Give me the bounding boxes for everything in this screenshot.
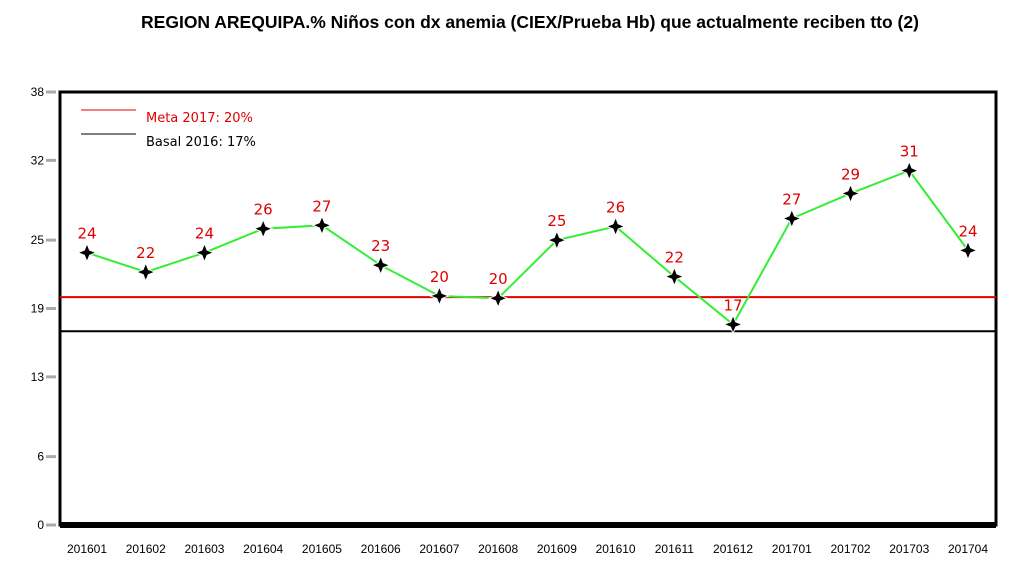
y-tick-label: 19 <box>31 302 45 316</box>
data-label: 24 <box>958 222 977 240</box>
x-tick-label: 201612 <box>713 542 753 556</box>
data-label: 26 <box>254 201 273 219</box>
x-tick-label: 201608 <box>478 542 518 556</box>
x-tick-label: 201701 <box>772 542 812 556</box>
data-point-marker <box>546 229 568 251</box>
data-label: 20 <box>489 270 508 288</box>
y-tick-label: 6 <box>37 450 44 464</box>
legend-label-basal: Basal 2016: 17% <box>146 135 256 150</box>
data-label: 27 <box>782 190 801 208</box>
data-point-marker <box>135 261 157 283</box>
data-label: 22 <box>665 249 684 267</box>
data-point-marker <box>370 254 391 276</box>
data-point-marker <box>664 266 685 287</box>
data-point-marker <box>194 242 215 263</box>
data-label: 29 <box>841 165 860 183</box>
data-point-marker <box>605 216 626 237</box>
data-point-marker <box>487 287 509 309</box>
chart-title: REGION AREQUIPA.% Niños con dx anemia (C… <box>141 12 919 32</box>
data-point-marker <box>76 242 98 263</box>
x-tick-label: 201704 <box>948 542 988 556</box>
x-tick-label: 201703 <box>889 542 929 556</box>
x-tick-label: 201605 <box>302 542 342 556</box>
x-tick-label: 201603 <box>184 542 224 556</box>
data-label: 27 <box>312 197 331 215</box>
data-point-marker <box>898 160 920 181</box>
x-tick-label: 201602 <box>126 542 166 556</box>
y-tick-label: 25 <box>31 233 45 247</box>
data-label: 23 <box>371 237 390 255</box>
data-label: 20 <box>430 268 449 286</box>
data-point-marker <box>781 208 803 229</box>
x-tick-label: 201609 <box>537 542 577 556</box>
data-label: 17 <box>724 296 743 314</box>
y-tick-label: 38 <box>31 85 45 99</box>
data-point-marker <box>840 183 861 204</box>
data-label: 22 <box>136 244 155 262</box>
data-label: 24 <box>77 225 96 243</box>
x-tick-label: 201611 <box>655 542 694 556</box>
data-point-marker <box>957 240 979 261</box>
x-tick-label: 201606 <box>361 542 401 556</box>
data-label: 31 <box>900 143 919 161</box>
x-tick-label: 201610 <box>596 542 636 556</box>
series-line <box>86 169 969 326</box>
x-tick-label: 201607 <box>419 542 459 556</box>
data-label: 26 <box>606 198 625 216</box>
x-tick-label: 201601 <box>67 542 107 556</box>
y-tick-label: 13 <box>31 370 45 384</box>
data-point-marker <box>252 218 274 240</box>
legend-label-meta: Meta 2017: 20% <box>146 111 253 126</box>
y-tick-label: 32 <box>31 153 45 167</box>
data-point-marker <box>429 285 450 307</box>
plot-frame <box>58 90 998 527</box>
data-point-marker <box>311 214 333 236</box>
x-tick-label: 201702 <box>831 542 871 556</box>
x-tick-label: 201604 <box>243 542 283 556</box>
data-label: 25 <box>547 212 566 230</box>
data-point-marker <box>722 314 744 335</box>
data-label: 24 <box>195 225 214 243</box>
y-tick-label: 0 <box>37 518 44 532</box>
